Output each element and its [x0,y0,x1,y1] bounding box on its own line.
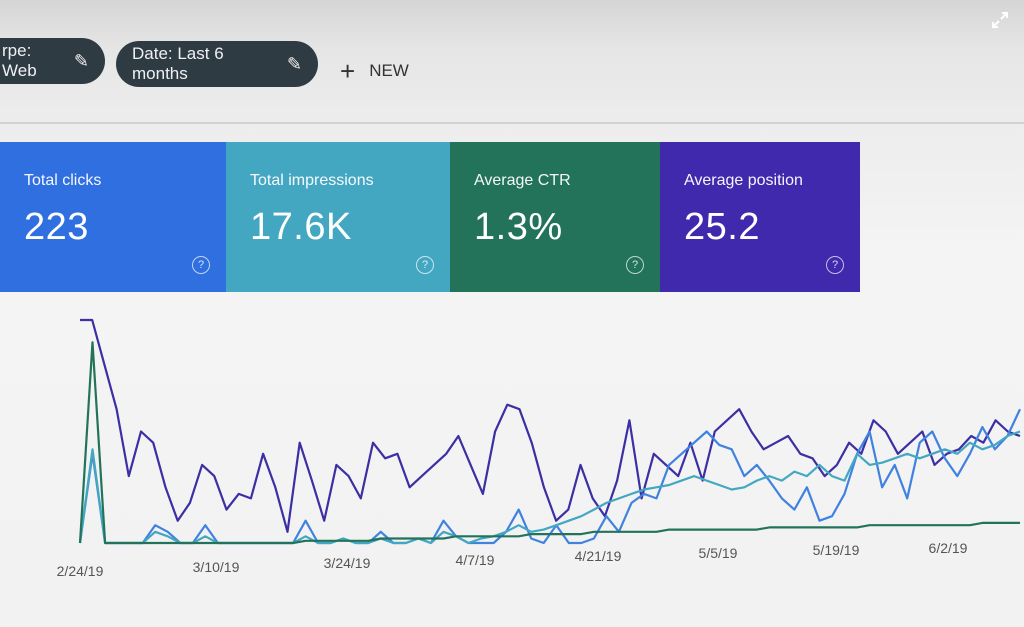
metric-label: Total clicks [24,172,102,189]
x-tick-label: 2/24/19 [57,563,104,579]
edit-pencil-icon[interactable]: ✎ [286,53,302,74]
x-tick-label: 4/21/19 [575,548,622,564]
series-line-1 [78,408,1021,545]
metric-card-total-impressions[interactable]: Total impressions 17.6K ? [226,142,450,292]
x-tick-label: 5/5/19 [699,545,738,561]
expand-icon[interactable] [990,10,1010,30]
help-icon[interactable]: ? [192,256,210,274]
performance-line-chart: 2/24/19 3/10/19 3/24/19 4/7/19 4/21/19 5/5/19… [57,318,1021,579]
new-filter-label: NEW [369,61,409,80]
help-icon[interactable]: ? [626,256,644,274]
metric-label: Average CTR [474,172,571,189]
metric-value: 17.6K [250,206,352,248]
metric-card-average-position[interactable]: Average position 25.2 ? [660,142,860,292]
x-tick-label: 6/2/19 [929,540,968,556]
x-tick-label: 3/24/19 [324,555,371,571]
plus-icon: + [340,55,356,86]
series-line-0 [80,318,1021,533]
filter-toolbar: rpe: Web ✎ Date: Last 6 months ✎ + NEW [0,0,1024,125]
series-line-3 [78,341,1020,545]
metric-value: 25.2 [684,206,760,248]
metric-value: 1.3% [474,206,563,248]
search-type-filter-chip[interactable]: rpe: Web ✎ [0,38,105,84]
toolbar-divider [0,122,1024,124]
metric-card-average-ctr[interactable]: Average CTR 1.3% ? [450,142,660,292]
help-icon[interactable]: ? [826,256,844,274]
x-tick-label: 4/7/19 [456,552,495,568]
metric-label: Total impressions [250,172,374,189]
metric-card-total-clicks[interactable]: Total clicks 223 ? [0,142,226,292]
search-type-filter-label: rpe: Web [2,41,37,80]
metric-label: Average position [684,172,803,189]
new-filter-button[interactable]: + NEW [340,56,409,86]
help-icon[interactable]: ? [416,256,434,274]
metric-value: 223 [24,206,89,248]
date-filter-label: Date: Last 6 months [132,44,224,83]
series-layer [78,318,1021,545]
edit-pencil-icon[interactable]: ✎ [73,50,89,71]
x-axis-ticks: 2/24/19 3/10/19 3/24/19 4/7/19 4/21/19 5/5/19… [57,540,968,579]
x-tick-label: 3/10/19 [193,559,240,575]
date-filter-chip[interactable]: Date: Last 6 months ✎ [116,41,318,87]
x-tick-label: 5/19/19 [813,542,860,558]
